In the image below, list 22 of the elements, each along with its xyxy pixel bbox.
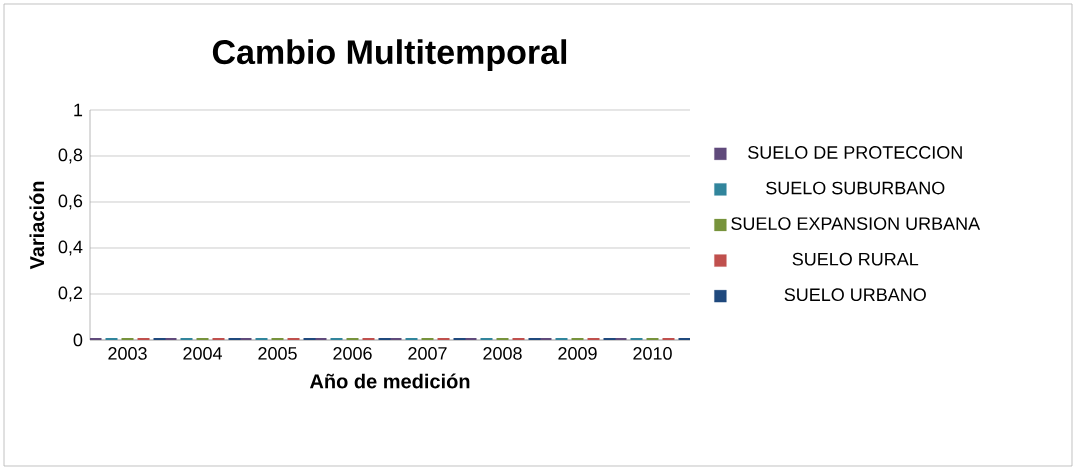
- x-tick-label: 2005: [258, 347, 297, 360]
- y-tick-label: 0,4: [58, 240, 83, 256]
- y-tick-label: 0,8: [58, 148, 83, 164]
- x-tick-label: 2009: [558, 347, 597, 360]
- y-tick-label: 0,6: [58, 194, 83, 210]
- y-axis-title: Variación: [29, 181, 45, 270]
- text: SUELO RURAL: [792, 252, 919, 266]
- legend-label: SUELO DE PROTECCION: [748, 146, 962, 159]
- x-tick-label: 2010: [633, 347, 672, 360]
- y-tick-label: 1: [74, 103, 83, 117]
- text: SUELO URBANO: [784, 288, 926, 302]
- x-tick-label: 2003: [108, 347, 147, 360]
- x-tick-label: 2007: [408, 347, 447, 360]
- chart-title: Cambio Multitemporal: [212, 39, 567, 71]
- x-tick-label: 2004: [183, 347, 222, 360]
- y-tick-label: 0: [73, 333, 83, 347]
- x-tick-label: 2006: [333, 347, 372, 360]
- legend-label: SUELO EXPANSION URBANA: [731, 217, 981, 230]
- y-tick-label: 0,2: [58, 286, 83, 302]
- x-tick-label: 2008: [483, 347, 522, 360]
- legend-label: SUELO SUBURBANO: [766, 181, 945, 195]
- x-axis-title: Año de medición: [309, 373, 470, 389]
